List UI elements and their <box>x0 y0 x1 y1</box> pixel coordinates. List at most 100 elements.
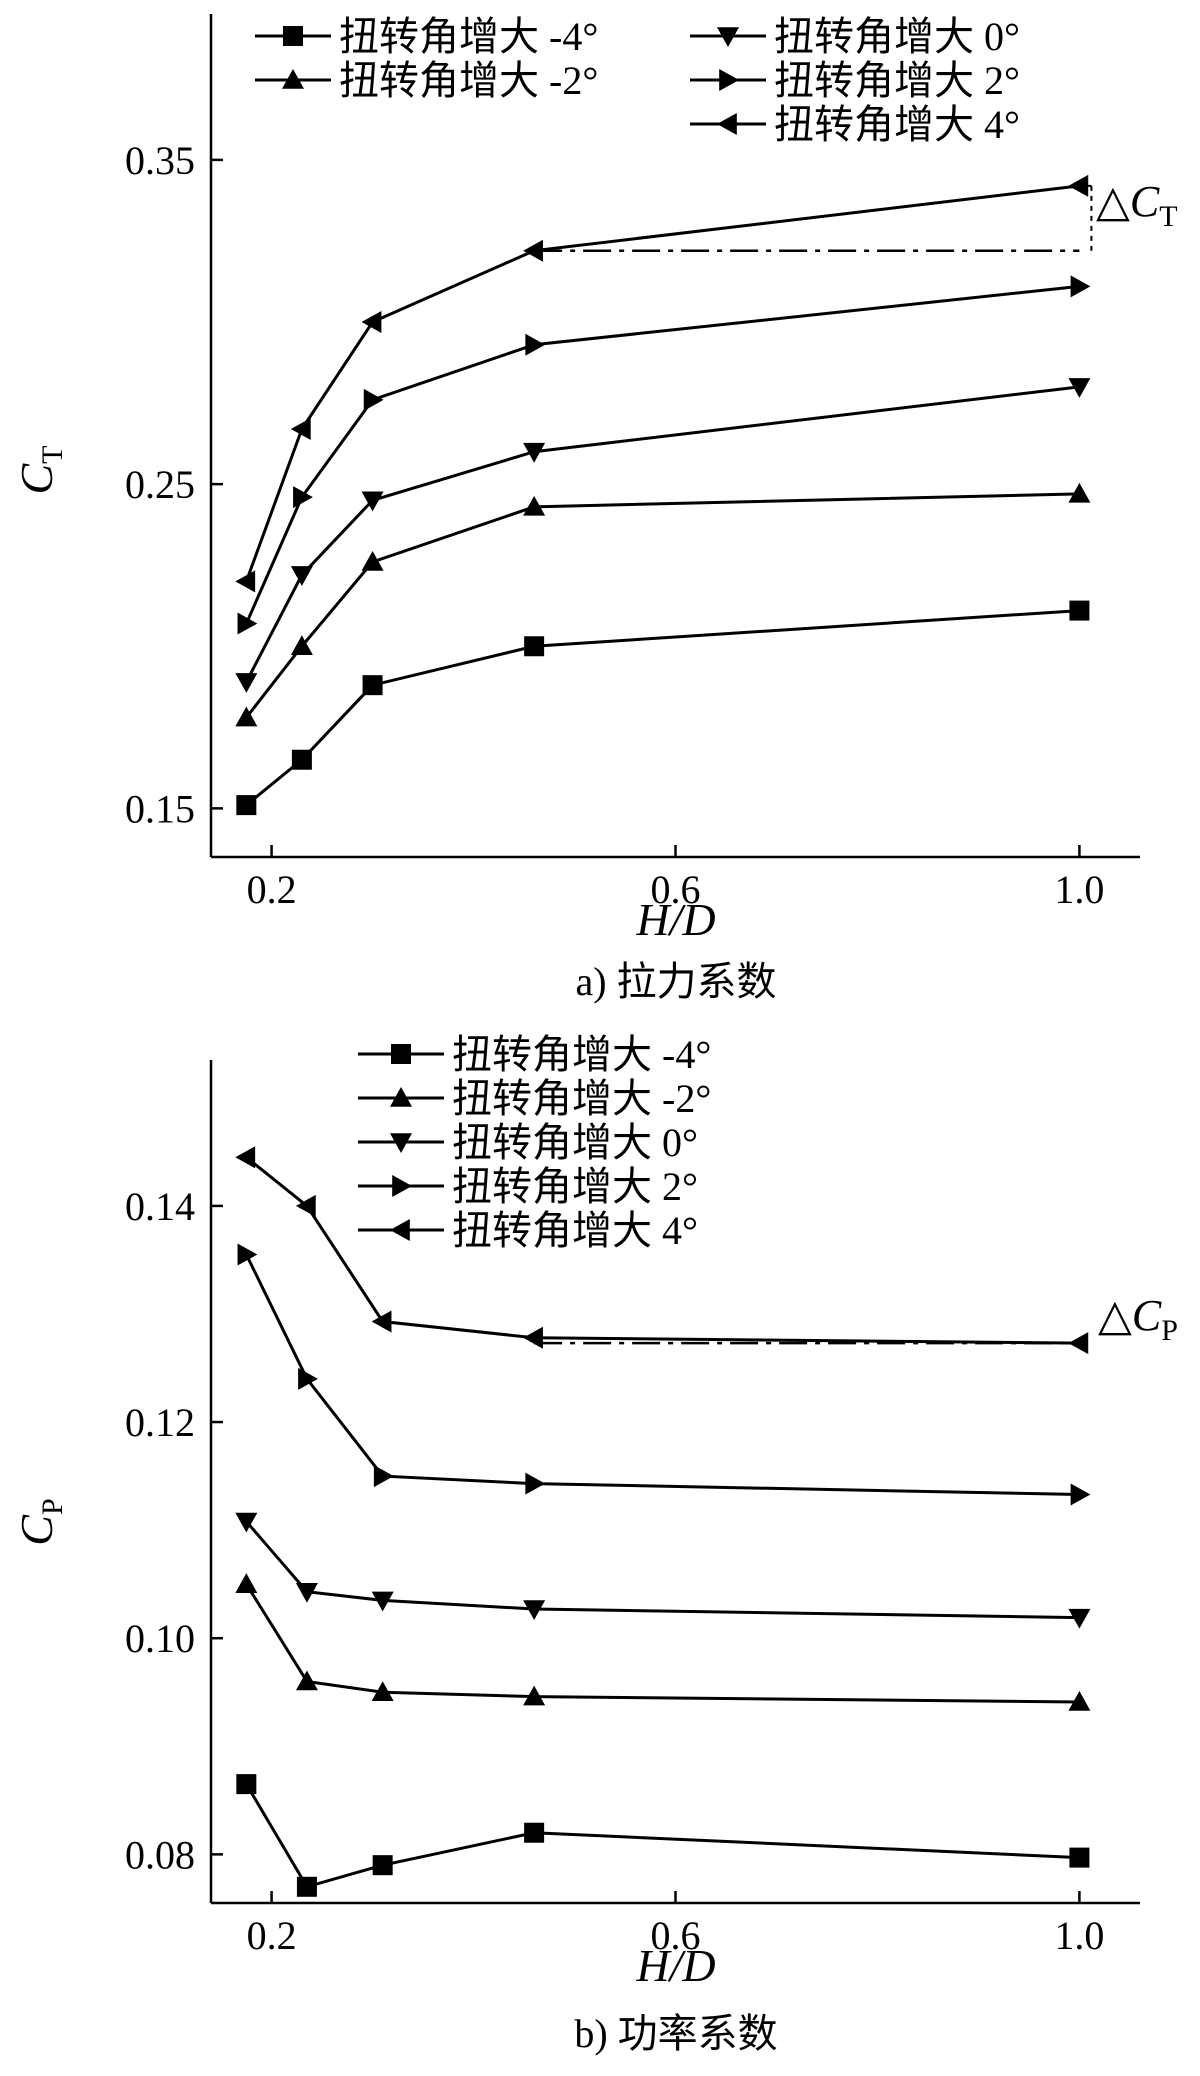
series-line <box>245 1583 1080 1704</box>
x-tick-label: 0.6 <box>651 1913 701 1958</box>
data-point-marker <box>290 418 311 441</box>
data-point-marker <box>1068 378 1091 398</box>
series-line <box>244 1253 1080 1496</box>
x-tick-label: 1.0 <box>1054 867 1104 912</box>
data-point-marker <box>237 612 258 635</box>
y-tick-label: 0.15 <box>125 786 195 831</box>
data-point-marker <box>1068 482 1091 503</box>
data-point-marker <box>523 1600 546 1621</box>
legend-label: 扭转角增大 0° <box>452 1120 698 1165</box>
series-line <box>245 1520 1080 1620</box>
data-point-marker <box>373 1465 394 1488</box>
x-tick-label: 0.2 <box>247 867 297 912</box>
legend-label: 扭转角增大 -4° <box>339 14 598 59</box>
data-point-marker <box>525 1472 546 1495</box>
data-point-marker <box>523 239 543 262</box>
chart-caption: a) 拉力系数 <box>575 959 776 1004</box>
data-point-marker <box>291 749 312 770</box>
data-point-marker <box>1068 174 1089 197</box>
y-axis-label-main: C <box>11 1514 62 1546</box>
series-line <box>244 284 1080 625</box>
delta-annotation-label: △CP <box>1098 1291 1178 1347</box>
legend-marker <box>719 69 739 91</box>
y-tick-label: 0.10 <box>125 1616 195 1661</box>
legend-marker <box>392 1175 412 1197</box>
y-axis-label-main: C <box>11 463 62 495</box>
data-point-marker <box>523 1326 543 1349</box>
series-line <box>244 184 1080 582</box>
data-point-marker <box>295 1582 318 1603</box>
data-point-marker <box>1068 1690 1091 1711</box>
data-point-marker <box>361 491 384 512</box>
data-point-marker <box>290 566 313 586</box>
data-point-marker <box>361 550 384 571</box>
data-point-marker <box>524 1822 545 1843</box>
data-point-marker <box>371 1310 392 1333</box>
data-point-marker <box>524 636 545 657</box>
delta-variable: C <box>1130 177 1160 226</box>
data-point-marker <box>525 333 546 356</box>
legend-marker <box>391 1044 411 1064</box>
data-point-marker <box>523 1685 546 1706</box>
data-point-marker <box>371 1591 394 1612</box>
legend-label: 扭转角增大 4° <box>774 102 1020 147</box>
legend-label: 扭转角增大 2° <box>774 58 1020 103</box>
x-tick-label: 0.2 <box>247 1913 297 1958</box>
data-point-marker <box>235 570 256 593</box>
data-point-marker <box>363 388 384 411</box>
y-tick-label: 0.12 <box>125 1400 195 1445</box>
data-point-marker <box>235 673 258 693</box>
y-tick-label: 0.35 <box>125 138 195 183</box>
y-tick-label: 0.08 <box>125 1832 195 1877</box>
data-point-marker <box>235 706 258 727</box>
legend-label: 扭转角增大 0° <box>774 14 1020 59</box>
data-point-marker <box>1069 600 1090 621</box>
data-point-marker <box>1068 1608 1091 1629</box>
data-point-marker <box>1070 1483 1091 1506</box>
legend-marker <box>390 1133 412 1153</box>
legend-label: 扭转角增大 4° <box>452 1208 698 1253</box>
data-point-marker <box>1070 275 1091 298</box>
y-tick-label: 0.25 <box>125 462 195 507</box>
legend-label: 扭转角增大 -2° <box>452 1076 711 1121</box>
y-axis-label: CT <box>11 445 69 494</box>
series-line <box>245 609 1080 807</box>
legend-marker <box>390 1219 410 1241</box>
series-line <box>245 1783 1080 1889</box>
chart-caption: b) 功率系数 <box>574 2011 777 2056</box>
data-point-marker <box>293 486 313 509</box>
data-point-marker <box>236 795 257 816</box>
data-point-marker <box>372 1855 393 1876</box>
legend-marker <box>717 113 737 135</box>
delta-variable: C <box>1132 1291 1162 1340</box>
legend-label: 扭转角增大 -2° <box>339 58 598 103</box>
data-point-marker <box>361 311 382 334</box>
delta-subscript: T <box>1159 200 1177 233</box>
data-point-marker <box>235 1512 258 1533</box>
legend-label: 扭转角增大 2° <box>452 1164 698 1209</box>
delta-symbol: △ <box>1096 177 1130 226</box>
delta-annotation-label: △CT <box>1096 177 1178 233</box>
delta-subscript: P <box>1161 1314 1178 1347</box>
y-axis-label: CP <box>11 1498 69 1545</box>
data-point-marker <box>1069 1847 1090 1868</box>
data-point-marker <box>236 1774 257 1795</box>
x-tick-label: 1.0 <box>1054 1913 1104 1958</box>
y-axis-label-sub: T <box>36 445 69 463</box>
data-point-marker <box>362 675 383 696</box>
delta-symbol: △ <box>1098 1291 1132 1340</box>
data-point-marker <box>523 442 546 463</box>
data-point-marker <box>237 1243 258 1266</box>
data-point-marker <box>296 1876 317 1897</box>
legend-marker <box>717 27 739 47</box>
y-axis-label-sub: P <box>36 1498 69 1515</box>
legend-label: 扭转角增大 -4° <box>452 1032 711 1077</box>
data-point-marker <box>235 1573 258 1593</box>
data-point-marker <box>295 1670 318 1691</box>
x-tick-label: 0.6 <box>651 867 701 912</box>
y-tick-label: 0.14 <box>125 1184 195 1229</box>
legend-marker <box>283 26 303 46</box>
data-point-marker <box>523 495 546 516</box>
